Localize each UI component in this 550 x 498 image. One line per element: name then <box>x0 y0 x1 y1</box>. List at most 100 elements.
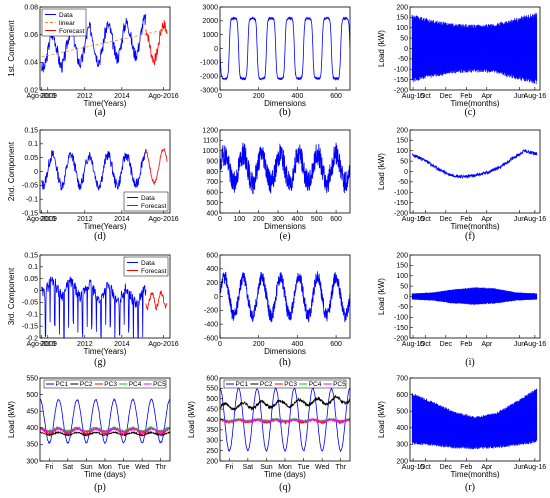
x-tick-label: Dec <box>440 93 453 100</box>
x-axis-label: Dimensions <box>264 99 306 108</box>
y-tick-label: -50 <box>398 56 408 63</box>
y-axis-label: Load (kW) <box>377 278 386 315</box>
legend: PC1 PC2 PC3 PC4 PC5 <box>223 379 347 389</box>
panel-caption: (e) <box>279 231 290 242</box>
legend-label: PC1 <box>56 381 69 388</box>
x-tick-label: 400 <box>292 216 304 223</box>
x-tick-label: Apr <box>481 216 493 223</box>
y-axis-label: Load (kW) <box>377 30 386 67</box>
x-tick-label: Tue <box>298 464 310 471</box>
x-tick-label: Ago-2009 <box>26 93 56 100</box>
x-tick-label: Feb <box>460 464 472 471</box>
y-tick-label: 1200 <box>202 127 218 134</box>
y-tick-label: 50 <box>400 283 408 290</box>
x-tick-label: Dec <box>440 216 453 223</box>
panel-caption: (p) <box>94 482 106 493</box>
x-tick-label: Feb <box>460 216 472 223</box>
panel-caption: (f) <box>465 231 475 242</box>
x-axis-label: Time (days) <box>84 470 126 479</box>
y-tick-label: 400 <box>206 266 218 273</box>
series-line-q-pc2 <box>220 394 350 412</box>
x-tick-label: Aug-16 <box>524 341 547 348</box>
y-tick-label: 0 <box>34 288 38 295</box>
x-tick-label: Aug-16 <box>524 216 547 223</box>
y-tick-label: 700 <box>206 179 218 186</box>
x-tick-label: Ago-2016 <box>148 93 178 100</box>
x-tick-label: 400 <box>292 93 304 100</box>
legend-label: Data <box>141 260 155 267</box>
x-tick-label: Wed <box>315 464 329 471</box>
legend-label: PC5 <box>333 381 346 388</box>
series-line-p-pc1 <box>40 397 170 445</box>
panel-caption: (i) <box>465 357 474 368</box>
x-tick-label: Apr <box>481 464 493 471</box>
y-tick-label: 0 <box>404 294 408 301</box>
x-tick-label: 2012 <box>77 341 93 348</box>
y-tick-label: 0.15 <box>24 127 38 134</box>
y-tick-label: 450 <box>206 406 218 413</box>
plot-frame <box>409 377 541 462</box>
x-tick-label: 200 <box>253 93 265 100</box>
x-tick-label: Jun <box>514 464 525 471</box>
series-line-h-0 <box>220 271 350 323</box>
legend-label: PC2 <box>260 381 273 388</box>
y-tick-label: 0 <box>214 46 218 53</box>
y-tick-label: 550 <box>206 386 218 393</box>
y-tick-label: 900 <box>206 158 218 165</box>
y-tick-label: 2000 <box>202 18 218 25</box>
y-tick-label: -1000 <box>200 60 218 67</box>
legend-label: PC2 <box>80 381 93 388</box>
x-tick-label: 0 <box>218 216 222 223</box>
x-tick-label: Feb <box>460 93 472 100</box>
y-tick-label: 100 <box>396 148 408 155</box>
y-tick-label: 250 <box>206 448 218 455</box>
legend-label: PC4 <box>309 381 322 388</box>
chart-panel-e: 400 500 600 700 800 900 1000 1100 1200 0 100 200 300… <box>202 127 351 242</box>
y-tick-label: 200 <box>396 252 408 259</box>
x-axis-label: Time(Years) <box>84 347 127 356</box>
y-tick-label: 150 <box>396 138 408 145</box>
x-tick-label: Aug-15 <box>402 341 425 348</box>
y-tick-label: 500 <box>206 396 218 403</box>
x-tick-label: Aug-15 <box>402 216 425 223</box>
y-tick-label: 700 <box>396 375 408 382</box>
y-tick-label: 200 <box>396 127 408 134</box>
x-tick-label: Ago-2016 <box>148 216 178 223</box>
x-tick-label: 100 <box>234 216 246 223</box>
x-tick-label: 2014 <box>114 341 130 348</box>
x-tick-label: Jun <box>514 93 525 100</box>
plot-frame <box>409 129 541 214</box>
y-axis-label: Load (kW) <box>377 153 386 190</box>
x-tick-label: 0 <box>218 341 222 348</box>
chart-panel-p: 300 350 400 450 500 550 Fri Sat Sun Mon Tue Wed Thr T… <box>7 375 171 493</box>
x-tick-label: Dec <box>440 341 453 348</box>
legend-label: PC3 <box>104 381 117 388</box>
y-tick-label: 350 <box>26 442 38 449</box>
x-tick-label: 2014 <box>114 93 130 100</box>
x-tick-label: 500 <box>311 216 323 223</box>
y-tick-label: 600 <box>206 190 218 197</box>
legend-box <box>123 256 169 277</box>
x-tick-label: Aug-15 <box>402 93 425 100</box>
series-line-i-0 <box>411 287 538 305</box>
legend-label: linear <box>59 20 76 27</box>
x-tick-label: Sat <box>243 464 254 471</box>
x-axis-label: Dimensions <box>264 222 306 231</box>
y-tick-label: 0.04 <box>24 60 38 67</box>
y-tick-label: 150 <box>396 263 408 270</box>
y-tick-label: 100 <box>396 273 408 280</box>
x-tick-label: Thr <box>335 464 346 471</box>
panel-caption: (a) <box>94 107 105 118</box>
x-tick-label: Oct <box>420 341 431 348</box>
series-line-g-data <box>41 276 147 338</box>
y-tick-label: 600 <box>206 375 218 382</box>
y-tick-label: 400 <box>206 210 218 217</box>
y-tick-label: 1100 <box>203 138 218 145</box>
y-tick-label: -400 <box>204 321 218 328</box>
